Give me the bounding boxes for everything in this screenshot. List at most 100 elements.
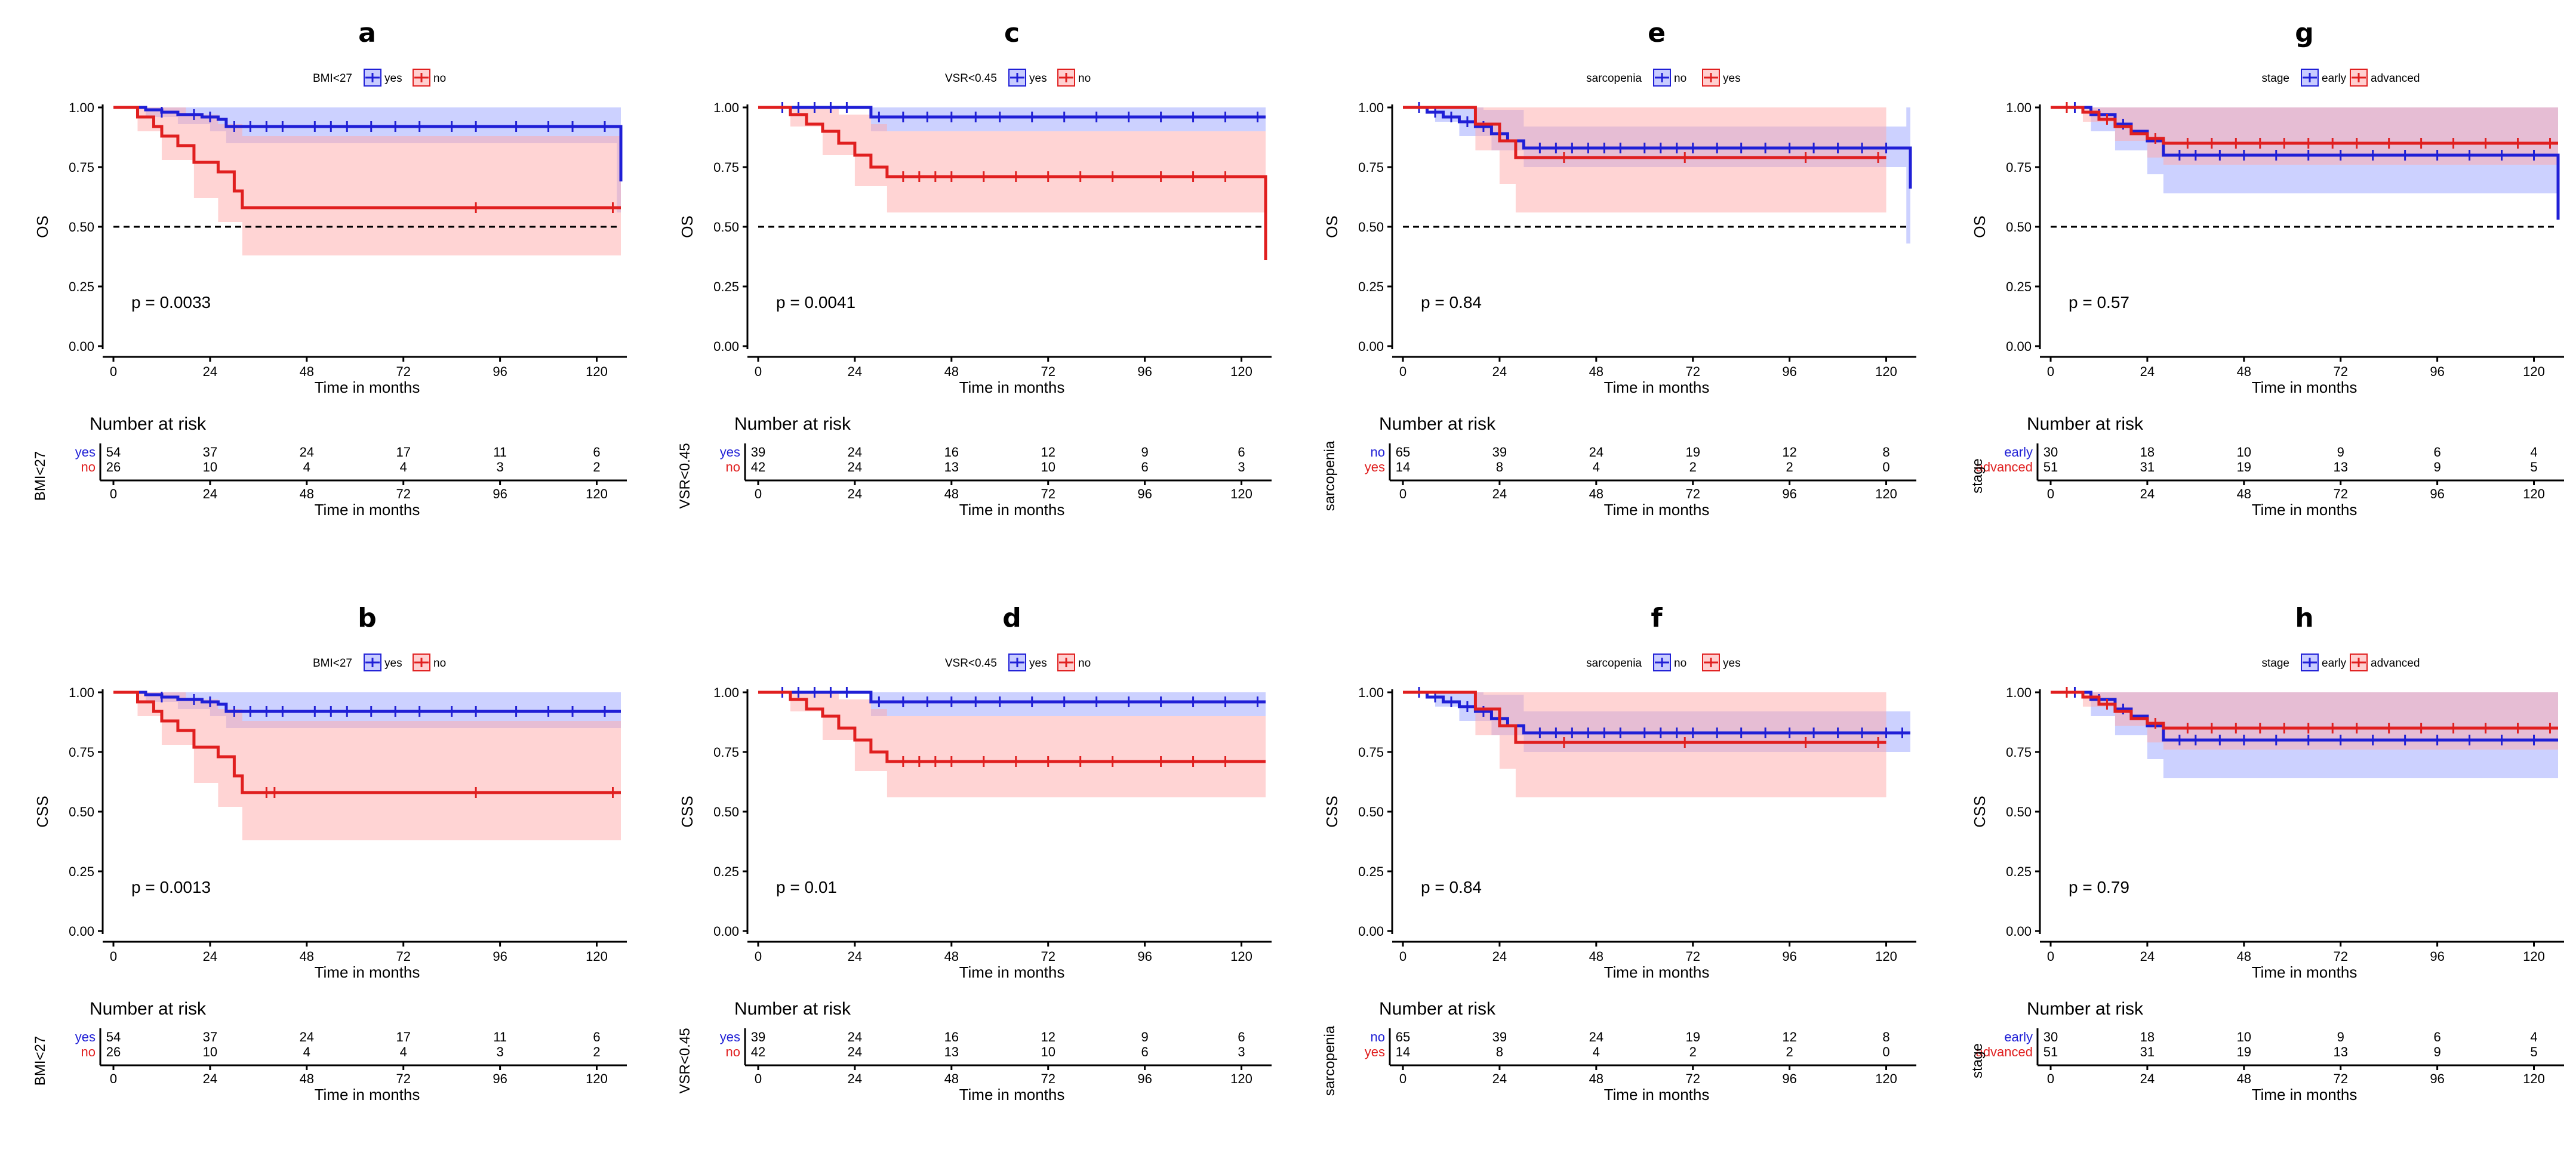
- risk-count: 8: [1496, 1044, 1503, 1059]
- risk-x-tick-label: 72: [1685, 1071, 1700, 1086]
- risk-x-tick-label: 96: [1137, 1071, 1152, 1086]
- x-axis-title: Time in months: [1604, 378, 1710, 396]
- y-tick-label: 0.00: [713, 339, 739, 354]
- risk-table-strata-label: VSR<0.45: [677, 443, 693, 508]
- y-tick-label: 0.00: [2006, 924, 2032, 939]
- x-axis-title: Time in months: [959, 378, 1065, 396]
- x-tick-label: 96: [1137, 364, 1152, 379]
- x-tick-label: 120: [2523, 949, 2545, 964]
- y-axis: 0.00 0.25 0.50 0.75 1.00 CSS: [1971, 685, 2041, 939]
- panel-letter: h: [2295, 603, 2313, 633]
- risk-count: 19: [2237, 460, 2251, 474]
- risk-count: 10: [1041, 1044, 1055, 1059]
- y-tick-label: 0.75: [1358, 745, 1384, 760]
- x-tick-label: 24: [203, 949, 217, 964]
- risk-x-tick-label: 48: [300, 486, 314, 501]
- panel-letter: f: [1651, 603, 1663, 633]
- legend: VSR<0.45 yes no: [945, 69, 1091, 87]
- ci-band-advanced: [2051, 692, 2558, 750]
- x-tick-label: 0: [1399, 949, 1407, 964]
- y-tick-label: 0.25: [713, 279, 739, 294]
- risk-count: 2: [593, 1044, 600, 1059]
- risk-x-tick-label: 24: [203, 1071, 217, 1086]
- y-axis: 0.00 0.25 0.50 0.75 1.00 OS: [1971, 100, 2041, 354]
- y-tick-label: 0.25: [1358, 279, 1384, 294]
- y-axis-title: OS: [1971, 215, 1989, 238]
- risk-count: 39: [1492, 445, 1507, 460]
- y-tick-label: 1.00: [1358, 685, 1384, 700]
- risk-count: 9: [2337, 1029, 2344, 1044]
- risk-x-tick-label: 72: [1041, 1071, 1055, 1086]
- y-axis-title: CSS: [1323, 796, 1341, 827]
- legend-title: VSR<0.45: [945, 72, 997, 85]
- risk-group-label-yes: yes: [720, 445, 740, 460]
- panel-letter: b: [358, 603, 377, 633]
- risk-x-tick-label: 0: [2047, 486, 2054, 501]
- risk-x-tick-label: 120: [1875, 1071, 1897, 1086]
- y-tick-label: 0.75: [1358, 160, 1384, 175]
- risk-x-tick-label: 48: [1589, 1071, 1604, 1086]
- p-value: p = 0.84: [1421, 293, 1482, 312]
- risk-count: 24: [848, 1029, 862, 1044]
- risk-x-tick-label: 48: [944, 1071, 959, 1086]
- risk-x-tick-label: 120: [1230, 486, 1252, 501]
- x-tick-label: 72: [1685, 949, 1700, 964]
- risk-count: 30: [2043, 445, 2058, 460]
- risk-group-label-no: no: [1371, 445, 1385, 460]
- risk-group-label-no: no: [726, 1044, 740, 1059]
- risk-group-label-early: early: [2004, 1029, 2033, 1044]
- legend: stage early advanced: [2262, 69, 2420, 87]
- legend-title: stage: [2262, 72, 2289, 85]
- risk-table: Number at risk no 65 39 24 19 12 8 yes 14 8 4 2 2 0 0 24…: [1322, 414, 1916, 519]
- legend-label-no: no: [433, 657, 446, 670]
- legend-label-yes: yes: [384, 657, 402, 670]
- x-axis-title: Time in months: [959, 963, 1065, 981]
- x-tick-label: 72: [1041, 364, 1055, 379]
- p-value: p = 0.0033: [131, 293, 211, 312]
- legend: sarcopenia no yes: [1586, 654, 1741, 671]
- risk-count: 24: [300, 445, 314, 460]
- p-value: p = 0.84: [1421, 878, 1482, 896]
- y-axis-title: CSS: [33, 796, 51, 827]
- km-curve-advanced: [2051, 106, 2558, 145]
- risk-x-tick-label: 120: [586, 1071, 608, 1086]
- risk-x-axis-title: Time in months: [315, 1086, 420, 1103]
- legend: BMI<27 yes no: [313, 654, 446, 671]
- x-tick-label: 48: [2237, 364, 2251, 379]
- risk-group-label-no: no: [81, 460, 96, 474]
- risk-x-tick-label: 48: [2237, 486, 2251, 501]
- risk-count: 51: [2043, 1044, 2058, 1059]
- km-curve-yes: [113, 106, 623, 181]
- x-axis: 0 24 48 72 96 120 Time in months: [747, 941, 1272, 981]
- y-tick-label: 0.00: [69, 924, 94, 939]
- y-tick-label: 0.50: [1358, 220, 1384, 235]
- risk-x-axis-title: Time in months: [315, 501, 420, 519]
- x-axis: 0 24 48 72 96 120 Time in months: [1392, 941, 1916, 981]
- risk-count: 6: [593, 445, 600, 460]
- y-tick-label: 0.25: [713, 864, 739, 879]
- x-tick-label: 0: [110, 949, 117, 964]
- legend: stage early advanced: [2262, 654, 2420, 671]
- risk-x-tick-label: 48: [1589, 486, 1604, 501]
- x-tick-label: 72: [396, 949, 410, 964]
- risk-count: 24: [300, 1029, 314, 1044]
- y-axis-title: CSS: [678, 796, 696, 827]
- km-curve-yes: [1403, 106, 1886, 159]
- x-tick-label: 24: [1492, 364, 1507, 379]
- risk-count: 31: [2140, 1044, 2155, 1059]
- risk-count: 6: [2433, 445, 2440, 460]
- risk-x-tick-label: 72: [1041, 486, 1055, 501]
- risk-count: 54: [106, 1029, 121, 1044]
- risk-count: 6: [2433, 1029, 2440, 1044]
- y-tick-label: 0.50: [713, 220, 739, 235]
- legend-label-no: no: [1078, 657, 1091, 670]
- km-curve-no: [113, 106, 621, 209]
- x-axis-title: Time in months: [2252, 378, 2358, 396]
- legend-title: BMI<27: [313, 657, 352, 670]
- legend-label-advanced: advanced: [2371, 72, 2420, 85]
- risk-count: 51: [2043, 460, 2058, 474]
- risk-count: 4: [2530, 1029, 2537, 1044]
- x-tick-label: 0: [110, 364, 117, 379]
